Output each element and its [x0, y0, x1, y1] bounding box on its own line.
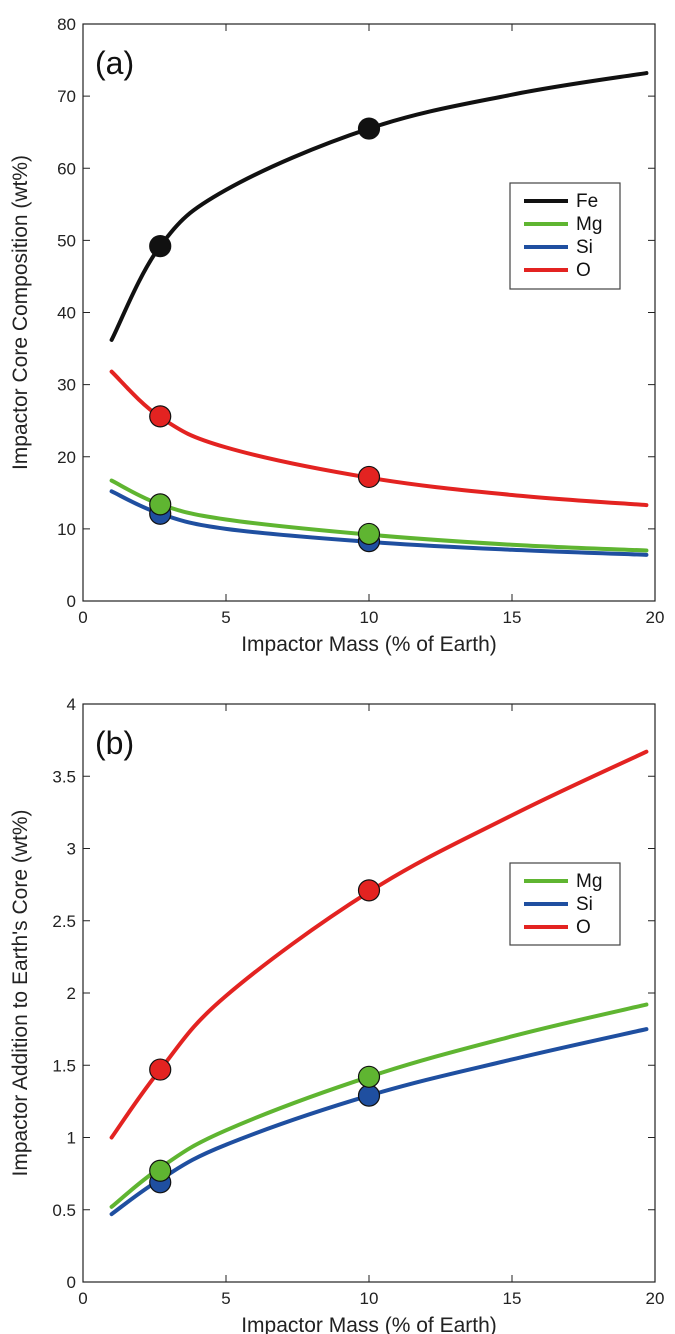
y-axis-label: Impactor Addition to Earth's Core (wt%): [9, 810, 32, 1177]
x-tick-label: 15: [503, 608, 522, 627]
y-tick-label: 80: [57, 15, 76, 34]
y-tick-label: 50: [57, 231, 76, 250]
x-axis-label: Impactor Mass (% of Earth): [241, 1314, 497, 1334]
y-tick-label: 1.5: [52, 1056, 76, 1075]
data-point-fe: [357, 117, 381, 140]
y-tick-label: 40: [57, 304, 76, 323]
legend-label-o: O: [576, 917, 591, 938]
panel-label: (b): [95, 725, 134, 761]
y-axis-label: Impactor Core Composition (wt%): [9, 155, 32, 470]
y-tick-label: 1: [67, 1129, 76, 1148]
y-tick-label: 2.5: [52, 912, 76, 931]
x-axis-label: Impactor Mass (% of Earth): [241, 633, 497, 656]
data-point-o: [357, 879, 381, 902]
legend-label-si: Si: [576, 237, 593, 258]
y-tick-label: 0.5: [52, 1201, 76, 1220]
legend-label-o: O: [576, 260, 591, 281]
panel-a: 0 5 10 15 20 0 10 20 30 40 50 60 70 80 Impactor Mass (…: [9, 15, 664, 656]
x-tick-label: 5: [221, 608, 230, 627]
x-tick-label: 5: [221, 1289, 230, 1308]
y-tick-label: 70: [57, 87, 76, 106]
x-tick-label: 15: [503, 1289, 522, 1308]
data-point-mg: [149, 1159, 172, 1182]
legend-label-mg: Mg: [576, 871, 602, 892]
data-point-fe: [149, 235, 172, 258]
y-tick-label: 30: [57, 376, 76, 395]
x-tick-label: 20: [646, 1289, 665, 1308]
legend-label-fe: Fe: [576, 191, 598, 212]
series-line-o: [109, 369, 649, 508]
panel-b: 0 5 10 15 20 0 0.5 1 1.5 2 2.5 3 3.5 4 Impactor Mass (…: [9, 695, 664, 1334]
x-tick-label: 0: [78, 1289, 87, 1308]
y-tick-label: 0: [67, 592, 76, 611]
y-tick-label: 2: [67, 984, 76, 1003]
data-point-o: [357, 465, 381, 489]
data-point-o: [149, 1058, 172, 1081]
x-tick-label: 20: [646, 608, 665, 627]
series-line-si: [109, 1027, 649, 1217]
legend-label-mg: Mg: [576, 214, 602, 235]
data-point-o: [149, 405, 172, 428]
y-tick-label: 10: [57, 520, 76, 539]
x-tick-label: 0: [78, 608, 87, 627]
series-line-mg: [109, 1002, 649, 1209]
data-point-si: [357, 1084, 381, 1107]
panel-label: (a): [95, 45, 134, 81]
x-tick-label: 10: [360, 1289, 379, 1308]
y-tick-label: 4: [67, 695, 76, 714]
plot-frame: [82, 703, 656, 1283]
y-tick-label: 0: [67, 1273, 76, 1292]
legend-label-si: Si: [576, 894, 593, 915]
y-tick-label: 3: [67, 840, 76, 859]
y-tick-label: 60: [57, 159, 76, 178]
data-point-mg: [149, 493, 172, 516]
data-point-mg: [357, 522, 381, 546]
legend-box: [509, 182, 621, 290]
data-point-mg: [357, 1065, 381, 1088]
x-tick-label: 10: [360, 608, 379, 627]
y-tick-label: 3.5: [52, 767, 76, 786]
y-tick-label: 20: [57, 448, 76, 467]
